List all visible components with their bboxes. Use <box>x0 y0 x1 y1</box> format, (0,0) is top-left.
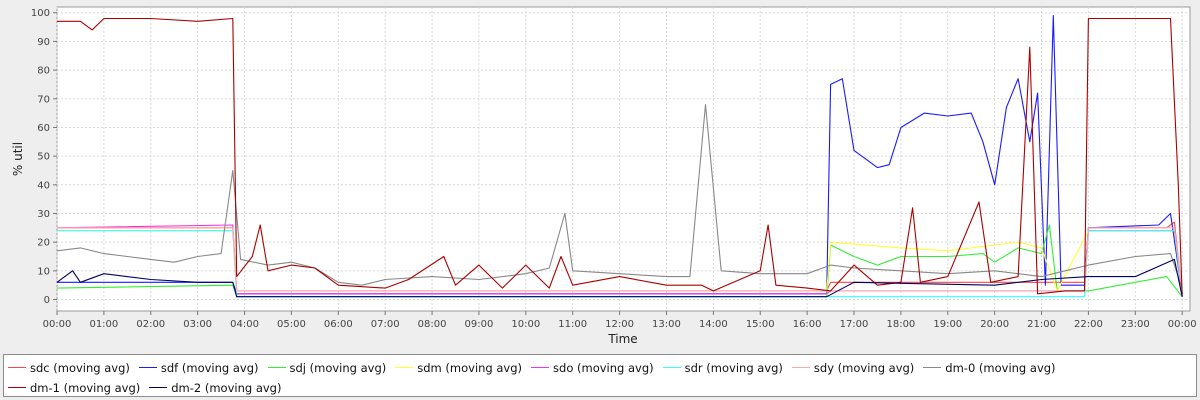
legend: sdc (moving avg) sdf (moving avg) sdj (mov… <box>3 354 1197 397</box>
x-tick-label: 20:00 <box>980 319 1009 330</box>
series-lines <box>56 15 1183 298</box>
legend-label: dm-0 (moving avg) <box>945 360 1056 375</box>
series-line <box>56 258 1183 298</box>
grid-lines <box>56 7 1190 311</box>
x-tick-label: 21:00 <box>1027 319 1056 330</box>
y-axis: 0 10 20 30 40 50 60 70 80 90 100 <box>31 8 57 306</box>
x-tick-label: 16:00 <box>793 319 822 330</box>
legend-swatch <box>138 367 157 368</box>
legend-item: sdj (moving avg) <box>267 358 387 377</box>
series-line <box>57 17 1183 297</box>
y-tick-label: 20 <box>37 238 50 249</box>
x-tick-label: 19:00 <box>933 319 962 330</box>
legend-swatch <box>395 367 414 368</box>
x-axis-title: Time <box>607 332 637 346</box>
legend-label: sdc (moving avg) <box>30 360 130 375</box>
series-line <box>57 15 1183 295</box>
x-tick-label: 04:00 <box>230 319 259 330</box>
x-tick-label: 22:00 <box>1074 319 1103 330</box>
legend-swatch <box>662 367 681 368</box>
y-tick-label: 100 <box>31 8 50 19</box>
legend-swatch <box>8 387 26 388</box>
legend-label: sdr (moving avg) <box>684 360 783 375</box>
legend-swatch <box>791 367 810 368</box>
legend-swatch <box>923 367 942 368</box>
legend-item: sdo (moving avg) <box>531 358 654 377</box>
legend-swatch <box>531 367 550 368</box>
series-line <box>56 103 1183 289</box>
y-tick-label: 70 <box>37 94 50 105</box>
y-tick-label: 90 <box>37 37 50 48</box>
y-tick-label: 0 <box>44 295 50 306</box>
x-tick-label: 00:00 <box>1168 319 1197 330</box>
y-tick-label: 60 <box>37 123 50 134</box>
legend-item: sdf (moving avg) <box>138 358 259 377</box>
x-tick-label: 01:00 <box>89 319 118 330</box>
legend-label: sdj (moving avg) <box>289 360 387 375</box>
x-tick-label: 10:00 <box>511 319 540 330</box>
legend-item: sdy (moving avg) <box>791 358 915 377</box>
legend-label: sdo (moving avg) <box>553 360 654 375</box>
legend-swatch <box>149 387 168 388</box>
y-tick-label: 40 <box>37 180 50 191</box>
legend-label: sdm (moving avg) <box>417 360 523 375</box>
x-tick-label: 14:00 <box>699 319 728 330</box>
x-tick-label: 06:00 <box>324 319 353 330</box>
x-tick-label: 15:00 <box>746 319 775 330</box>
y-tick-label: 30 <box>37 209 50 220</box>
x-tick-label: 03:00 <box>183 319 212 330</box>
legend-swatch <box>267 367 286 368</box>
legend-item: dm-0 (moving avg) <box>923 358 1056 377</box>
y-tick-label: 50 <box>37 152 50 163</box>
x-tick-label: 17:00 <box>840 319 869 330</box>
legend-item: sdm (moving avg) <box>395 358 522 377</box>
legend-label: dm-2 (moving avg) <box>171 380 282 395</box>
legend-item: dm-2 (moving avg) <box>149 378 281 397</box>
x-tick-label: 02:00 <box>136 319 165 330</box>
line-chart: 0 10 20 30 40 50 60 70 80 90 100 00:00 01:00 02:00 03… <box>11 6 1197 346</box>
x-tick-label: 07:00 <box>371 319 400 330</box>
legend-item: dm-1 (moving avg) <box>8 378 140 397</box>
y-tick-label: 80 <box>37 66 50 77</box>
x-tick-label: 12:00 <box>605 319 634 330</box>
x-tick-label: 11:00 <box>558 319 587 330</box>
plot-area <box>56 6 1191 312</box>
legend-item: sdc (moving avg) <box>8 358 130 377</box>
x-tick-label: 18:00 <box>886 319 915 330</box>
y-tick-label: 10 <box>37 266 50 277</box>
x-tick-label: 05:00 <box>277 319 306 330</box>
legend-item: sdr (moving avg) <box>662 358 783 377</box>
legend-label: dm-1 (moving avg) <box>30 380 141 395</box>
y-axis-title: % util <box>11 142 25 176</box>
x-tick-label: 08:00 <box>418 319 447 330</box>
x-tick-label: 23:00 <box>1121 319 1150 330</box>
x-tick-label: 13:00 <box>652 319 681 330</box>
legend-label: sdy (moving avg) <box>813 360 915 375</box>
x-tick-label: 00:00 <box>43 319 72 330</box>
x-tick-label: 09:00 <box>465 319 494 330</box>
legend-swatch <box>8 367 26 368</box>
x-axis: 00:00 01:00 02:00 03:00 04:00 05:00 06:00 07:00… <box>43 311 1197 330</box>
legend-label: sdf (moving avg) <box>160 360 259 375</box>
